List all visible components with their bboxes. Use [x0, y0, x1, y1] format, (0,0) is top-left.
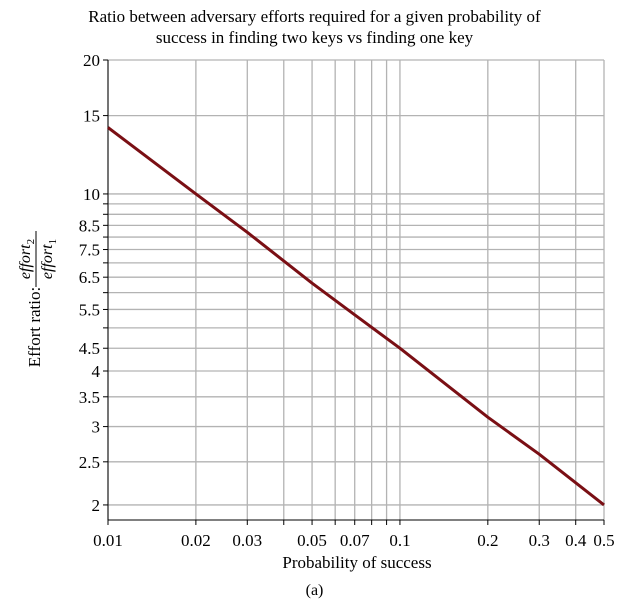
y-tick-label: 3.5 — [79, 388, 100, 407]
y-tick-label: 2 — [92, 496, 101, 515]
line-chart: 0.01 0.02 0.03 0.05 0.07 0.1 0.2 0.3 0.4 0.5 2 2.5… — [17, 51, 615, 572]
y-tick-label: 20 — [83, 51, 100, 70]
x-tick-label: 0.2 — [477, 531, 498, 550]
axes — [107, 60, 604, 521]
grid-lines — [107, 59, 605, 520]
x-tick-label: 0.05 — [297, 531, 327, 550]
series-line — [107, 126, 605, 507]
x-tick-label: 0.3 — [529, 531, 550, 550]
y-axis-label: Effort ratio: effort2 effort1 — [17, 231, 59, 367]
x-tick-label: 0.4 — [565, 531, 587, 550]
y-tick-label: 4.5 — [79, 339, 100, 358]
y-tick-label: 7.5 — [79, 241, 100, 260]
y-axis-label-denominator: effort1 — [39, 239, 59, 279]
figure-caption: (a) — [305, 582, 324, 599]
x-tick-label: 0.5 — [593, 531, 614, 550]
y-tick-label: 10 — [83, 185, 100, 204]
y-tick-label: 3 — [92, 418, 101, 437]
chart-title-line-1: Ratio between adversary efforts required… — [88, 7, 541, 26]
y-tick-label: 8.5 — [79, 216, 100, 235]
y-tick-label: 15 — [83, 107, 100, 126]
x-tick-label: 0.03 — [232, 531, 262, 550]
x-tick-label: 0.1 — [389, 531, 410, 550]
y-axis-label-numerator: effort2 — [17, 239, 37, 279]
y-tick-labels: 2 2.5 3 3.5 4 4.5 5.5 6.5 7.5 8.5 10 15 20 — [79, 51, 108, 515]
x-axis-label: Probability of success — [282, 553, 431, 572]
data-series — [107, 126, 605, 507]
y-tick-label: 5.5 — [79, 300, 100, 319]
y-tick-label: 6.5 — [79, 268, 100, 287]
chart-title-line-2: success in finding two keys vs finding o… — [155, 28, 474, 47]
y-tick-label: 4 — [92, 362, 101, 381]
x-tick-label: 0.02 — [181, 531, 211, 550]
chart-title: Ratio between adversary efforts required… — [0, 6, 629, 48]
x-tick-labels: 0.01 0.02 0.03 0.05 0.07 0.1 0.2 0.3 0.4 0.5 — [93, 520, 615, 550]
x-tick-label: 0.07 — [340, 531, 370, 550]
x-tick-label: 0.01 — [93, 531, 123, 550]
y-axis-label-prefix: Effort ratio: — [25, 287, 44, 367]
y-tick-label: 2.5 — [79, 453, 100, 472]
